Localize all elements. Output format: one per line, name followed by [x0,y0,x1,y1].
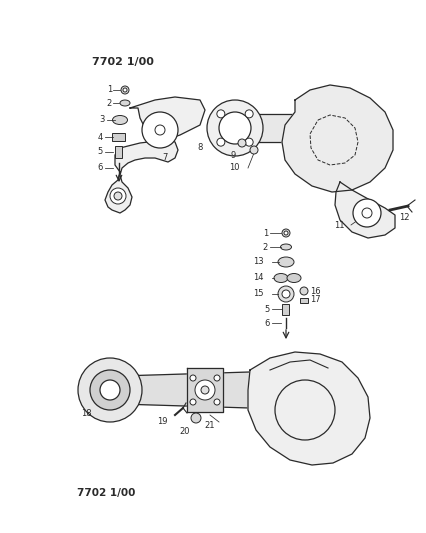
Text: 10: 10 [229,164,239,173]
Circle shape [352,199,380,227]
Text: 11: 11 [334,221,344,230]
Circle shape [299,287,307,295]
Text: 19: 19 [157,417,167,426]
Circle shape [245,138,253,146]
Circle shape [142,112,178,148]
Text: 9: 9 [230,150,236,159]
Text: 2: 2 [262,243,268,252]
Text: 16: 16 [309,287,320,295]
Circle shape [213,399,219,405]
Text: 7: 7 [162,154,167,163]
Circle shape [219,112,250,144]
Text: 4: 4 [98,133,103,141]
Bar [115,146,122,158]
Circle shape [123,88,127,92]
Circle shape [277,286,294,302]
Circle shape [216,138,225,146]
Polygon shape [334,182,394,238]
Polygon shape [281,85,392,192]
Circle shape [121,86,129,94]
Circle shape [245,110,253,118]
Circle shape [190,413,201,423]
Circle shape [114,192,122,200]
Polygon shape [187,368,222,412]
Text: 21: 21 [204,421,215,430]
Text: 6: 6 [98,164,103,173]
Text: 3: 3 [99,116,105,125]
Text: 17: 17 [309,295,320,304]
Circle shape [110,188,126,204]
Circle shape [195,380,215,400]
Text: 2: 2 [106,99,112,108]
Circle shape [190,399,196,405]
Text: 1: 1 [106,85,112,94]
Circle shape [281,290,289,298]
Circle shape [201,386,208,394]
Text: 5: 5 [264,304,269,313]
Text: 20: 20 [179,427,190,437]
Circle shape [213,375,219,381]
Ellipse shape [280,244,291,250]
Ellipse shape [273,273,287,282]
Text: 14: 14 [253,273,263,282]
Text: 8: 8 [197,143,202,152]
Text: 18: 18 [81,408,92,417]
Circle shape [100,380,120,400]
Bar [299,297,307,303]
Text: 7702 1/00: 7702 1/00 [92,57,153,67]
Text: 5: 5 [98,148,103,157]
Circle shape [190,375,196,381]
Text: 7702 1/00: 7702 1/00 [77,488,135,498]
Ellipse shape [286,273,300,282]
Ellipse shape [277,257,294,267]
Circle shape [78,358,142,422]
Polygon shape [248,352,369,465]
Circle shape [216,110,225,118]
Circle shape [283,231,287,235]
Text: 13: 13 [253,257,263,266]
Bar [282,303,289,314]
Polygon shape [120,372,249,408]
Circle shape [90,370,130,410]
Polygon shape [105,97,204,213]
Text: 12: 12 [399,214,409,222]
Bar [112,133,125,141]
Circle shape [281,229,289,237]
Text: 1: 1 [262,229,268,238]
Ellipse shape [112,116,127,125]
Circle shape [237,139,245,147]
Text: 6: 6 [264,319,269,327]
Circle shape [249,146,257,154]
Text: 15: 15 [253,289,263,298]
Circle shape [207,100,262,156]
Ellipse shape [120,100,130,106]
